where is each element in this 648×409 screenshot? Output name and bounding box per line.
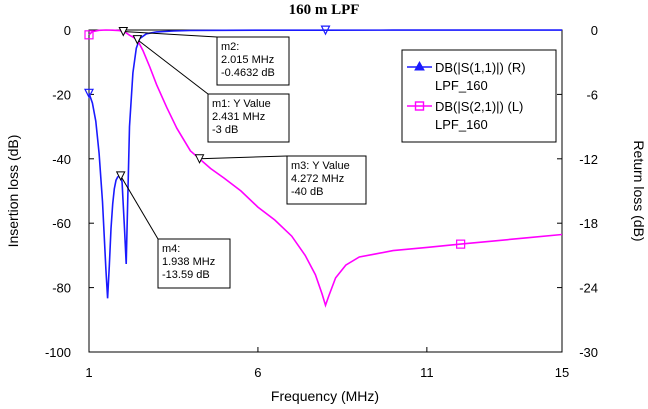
marker-m2-freq: 2.015 MHz <box>221 54 274 66</box>
marker-leader-m3 <box>199 155 288 160</box>
marker-m3-value: -40 dB <box>291 186 323 198</box>
x-tick-label: 1 <box>85 365 92 380</box>
marker-point-m1[interactable] <box>132 35 143 45</box>
left-y-tick-label: -60 <box>52 216 71 231</box>
marker-box-m2[interactable] <box>216 36 290 86</box>
marker-leader-m2 <box>123 30 218 38</box>
marker-point-m3[interactable] <box>194 154 205 164</box>
legend-entry-name: DB(|S(2,1)|) (L) <box>435 99 523 114</box>
left-y-tick-label: -40 <box>52 152 71 167</box>
marker-m4-value: -13.59 dB <box>162 269 210 281</box>
marker-point-m4[interactable] <box>115 171 126 181</box>
legend-entry-subname: LPF_160 <box>435 117 488 132</box>
left-y-tick-label: -100 <box>45 345 71 360</box>
marker-m4-freq: 1.938 MHz <box>162 256 215 268</box>
left-y-tick-label: -80 <box>52 281 71 296</box>
series-symbol <box>320 25 331 36</box>
marker-m3-freq: 4.272 MHz <box>291 173 344 185</box>
x-tick-label: 11 <box>420 365 434 380</box>
legend-square-icon <box>414 101 425 111</box>
marker-box-m1[interactable] <box>207 93 290 143</box>
legend-entry-subname: LPF_160 <box>435 78 488 93</box>
series-symbol <box>456 239 466 249</box>
series-symbol <box>84 88 94 99</box>
marker-leader-m1 <box>137 39 209 95</box>
marker-m1-label: m1: Y Value <box>212 98 271 110</box>
right-y-tick-label: -24 <box>579 281 598 296</box>
right-y-tick-label: -6 <box>586 87 598 102</box>
marker-point-m2[interactable] <box>118 26 129 37</box>
x-tick-label: 15 <box>555 365 569 380</box>
marker-leader-m4 <box>120 175 159 240</box>
marker-m4-label: m4: <box>162 243 180 255</box>
chart-title: 160 m LPF <box>288 2 360 18</box>
legend-entry-name: DB(|S(1,1)|) (R) <box>435 60 526 75</box>
right-axis-label: Return loss (dB) <box>631 140 647 241</box>
left-axis-label: Insertion loss (dB) <box>5 135 21 248</box>
x-tick-label: 6 <box>254 365 261 380</box>
marker-m2-label: m2: <box>221 41 239 53</box>
marker-box-m4[interactable] <box>157 238 231 289</box>
legend-box <box>401 49 557 143</box>
marker-m3-label: m3: Y Value <box>291 160 350 172</box>
marker-m2-value: -0.4632 dB <box>221 67 275 79</box>
x-axis-label: Frequency (MHz) <box>271 388 379 404</box>
legend-triangle-icon <box>414 60 425 71</box>
series-symbol <box>84 30 94 40</box>
right-y-tick-label: 0 <box>591 23 598 38</box>
left-y-tick-label: -20 <box>52 87 71 102</box>
right-y-tick-label: -30 <box>579 345 598 360</box>
marker-box-m3[interactable] <box>286 155 367 205</box>
marker-m1-freq: 2.431 MHz <box>212 111 265 123</box>
left-y-tick-label: 0 <box>64 23 71 38</box>
right-y-tick-label: -12 <box>579 152 598 167</box>
right-y-tick-label: -18 <box>579 216 598 231</box>
marker-m1-value: -3 dB <box>212 124 238 136</box>
series-line-s11 <box>88 29 562 299</box>
